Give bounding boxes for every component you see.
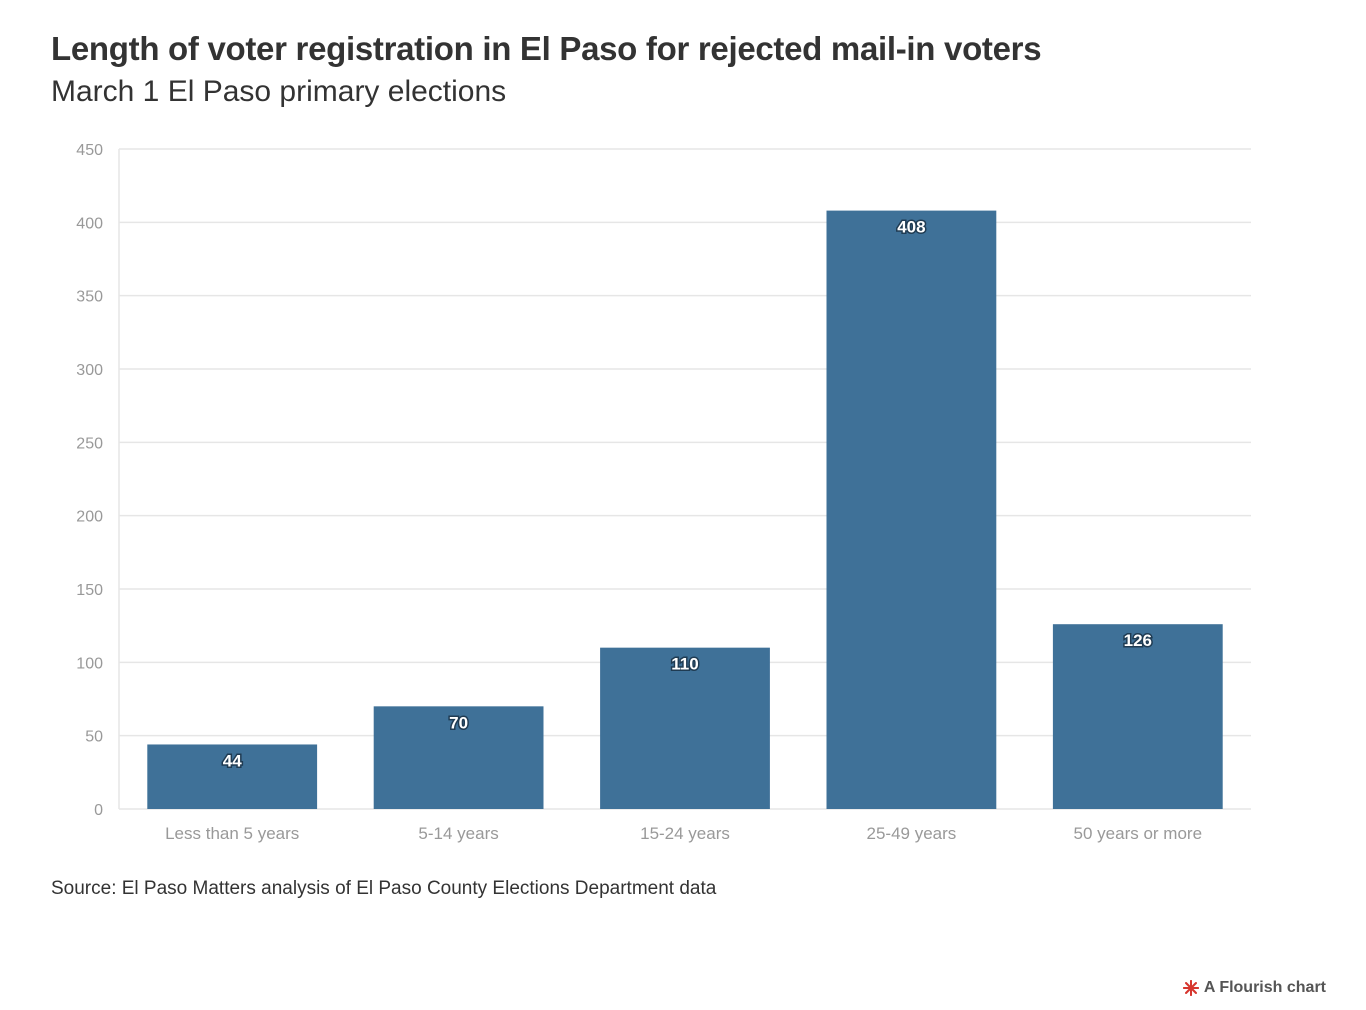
- y-tick-label: 200: [76, 509, 103, 526]
- bar-4[interactable]: [826, 210, 997, 810]
- data-label: 110: [671, 655, 698, 674]
- chart-title: Length of voter registration in El Paso …: [51, 30, 1042, 67]
- y-tick-label: 400: [76, 215, 103, 232]
- flourish-credit-link[interactable]: A Flourish chart: [1182, 979, 1326, 997]
- flourish-credit-text: A Flourish chart: [1203, 979, 1326, 996]
- flourish-logo-icon: [1182, 980, 1199, 996]
- data-label: 44: [223, 751, 242, 770]
- x-tick-label: 15-24 years: [640, 824, 730, 843]
- bar-5[interactable]: [1052, 624, 1223, 809]
- data-labels: 44 70 110 408 126: [221, 216, 1153, 772]
- x-tick-label: 5-14 years: [418, 824, 498, 843]
- y-tick-label: 250: [76, 435, 103, 452]
- bar-1[interactable]: [147, 744, 318, 809]
- y-tick-label: 350: [76, 289, 103, 306]
- x-tick-label: Less than 5 years: [165, 824, 299, 843]
- y-axis: 0 50 100 150 200 250 300 350 400 450: [76, 142, 103, 819]
- y-tick-label: 100: [76, 655, 103, 672]
- bars: [147, 210, 1223, 810]
- chart-subtitle: March 1 El Paso primary elections: [51, 75, 507, 108]
- y-tick-label: 450: [76, 142, 103, 159]
- source-note: Source: El Paso Matters analysis of El P…: [51, 878, 717, 899]
- data-label: 408: [897, 218, 925, 237]
- data-label: 126: [1124, 631, 1152, 650]
- x-axis: Less than 5 years 5-14 years 15-24 years 25…: [165, 824, 1202, 843]
- y-tick-label: 0: [94, 802, 103, 819]
- x-tick-label: 25-49 years: [867, 824, 957, 843]
- bar-2[interactable]: [373, 706, 544, 809]
- x-tick-label: 50 years or more: [1074, 824, 1203, 843]
- gridlines: [118, 148, 1251, 810]
- y-tick-label: 150: [76, 582, 103, 599]
- bar-3[interactable]: [600, 647, 770, 809]
- y-tick-label: 300: [76, 362, 103, 379]
- data-label: 70: [449, 713, 468, 732]
- y-tick-label: 50: [85, 729, 103, 746]
- bar-chart: 0 50 100 150 200 250 300 350 400 450 44 70 110 408 12…: [76, 142, 1251, 843]
